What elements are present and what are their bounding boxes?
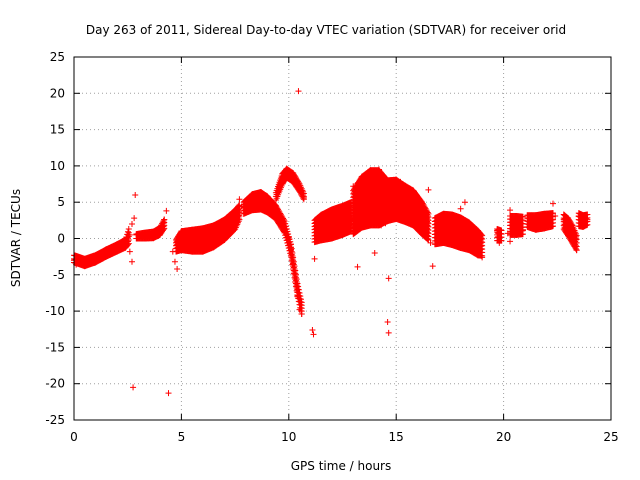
chart-title: Day 263 of 2011, Sidereal Day-to-day VTE…: [86, 23, 566, 37]
grid-lines: [74, 57, 611, 420]
data-point: [235, 202, 242, 209]
data-point: [125, 226, 132, 233]
data-point: [124, 228, 131, 235]
data-points: [71, 88, 591, 397]
